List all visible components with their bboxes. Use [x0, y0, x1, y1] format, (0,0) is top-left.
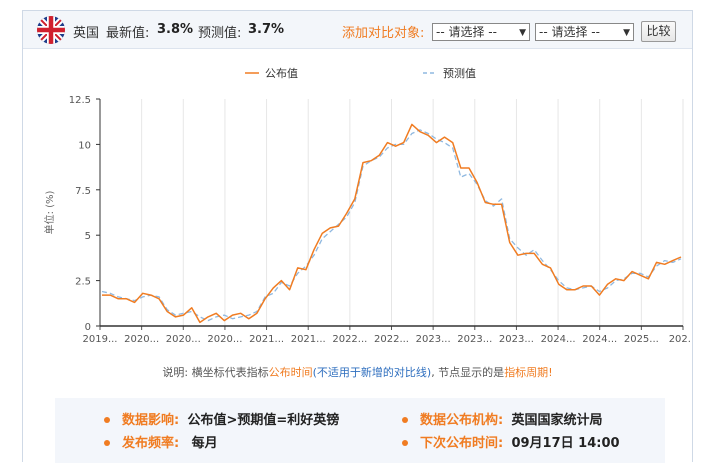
x-tick-label: 2020... [166, 334, 201, 345]
bullet-icon [402, 439, 408, 446]
forecast-value: 3.7% [248, 22, 285, 37]
x-tick-label: 2024... [541, 334, 576, 345]
chart-grid [99, 99, 684, 326]
bullet-icon [402, 416, 408, 423]
add-compare-label: 添加对比对象: [342, 26, 425, 41]
forecast-label: 预测值: [198, 26, 242, 41]
compare-select-1[interactable]: -- 请选择 -- ▼ [432, 23, 530, 41]
x-tick-label: 2022... [374, 334, 409, 345]
y-tick-label: 5 [85, 231, 91, 242]
compare-select-2[interactable]: -- 请选择 -- ▼ [535, 23, 634, 41]
x-tick-label: 2023... [457, 334, 492, 345]
country-name: 英国 [73, 26, 100, 41]
legend-label: 预测值 [443, 67, 476, 80]
x-tick-label: 2021... [291, 334, 326, 345]
chevron-down-icon: ▼ [623, 28, 630, 38]
x-tick-label: 2020... [124, 334, 159, 345]
x-tick-label: 2023... [416, 334, 451, 345]
info-next-release: 下次公布时间: 09月17日 14:00 [402, 432, 620, 451]
info-agency: 数据公布机构: 英国国家统计局 [402, 409, 602, 428]
x-tick-label: 2025... [624, 334, 659, 345]
x-tick-label: 2024... [582, 334, 617, 345]
legend-label: 公布值 [265, 67, 298, 80]
y-tick-label: 2.5 [75, 277, 91, 288]
chart-legend: 公布值 预测值 [245, 67, 476, 80]
line-chart: 公布值 预测值 0 2.5 5 7.5 10 12.5 单位: (%) 2019... 2020… [43, 67, 692, 345]
indicator-panel: 英国 最新值: 3.8% 预测值: 3.7% 添加对比对象: -- 请选择 --… [22, 10, 693, 463]
y-axis-label: 单位: (%) [43, 190, 56, 234]
info-frequency: 发布频率: 每月 [104, 432, 218, 451]
y-tick-label: 12.5 [69, 95, 91, 106]
x-tick-label: 2020... [207, 334, 242, 345]
chevron-down-icon: ▼ [519, 28, 526, 38]
x-tick-label: 2022... [332, 334, 367, 345]
x-axis: 2019... 2020... 2020... 2020... 2021... 2021.… [83, 325, 692, 345]
y-axis: 0 2.5 5 7.5 10 12.5 单位: (%) [43, 95, 101, 333]
bullet-icon [104, 439, 110, 446]
chart-note: 说明: 横坐标代表指标公布时间(不适用于新增的对比线), 节点显示的是指标周期! [162, 366, 553, 379]
x-tick-label: 2021... [249, 334, 284, 345]
y-tick-label: 0 [85, 322, 91, 333]
bullet-icon [104, 416, 110, 423]
info-box: 数据影响: 公布值>预期值=利好英镑 数据公布机构: 英国国家统计局 发布频率:… [55, 398, 665, 463]
uk-flag-icon [37, 16, 65, 44]
forecast-series-line [101, 129, 682, 322]
y-tick-label: 7.5 [75, 186, 91, 197]
x-tick-label: 2019... [83, 334, 118, 345]
latest-label: 最新值: [106, 26, 150, 41]
compare-button[interactable]: 比较 [641, 21, 676, 42]
y-tick-label: 10 [78, 140, 91, 151]
top-bar: 英国 最新值: 3.8% 预测值: 3.7% 添加对比对象: -- 请选择 --… [23, 11, 692, 49]
x-tick-label: 202... [669, 334, 692, 345]
latest-value: 3.8% [157, 22, 194, 37]
info-impact: 数据影响: 公布值>预期值=利好英镑 [104, 409, 339, 428]
chart-series [101, 123, 682, 324]
actual-series-line [102, 123, 682, 324]
x-tick-label: 2023... [499, 334, 534, 345]
